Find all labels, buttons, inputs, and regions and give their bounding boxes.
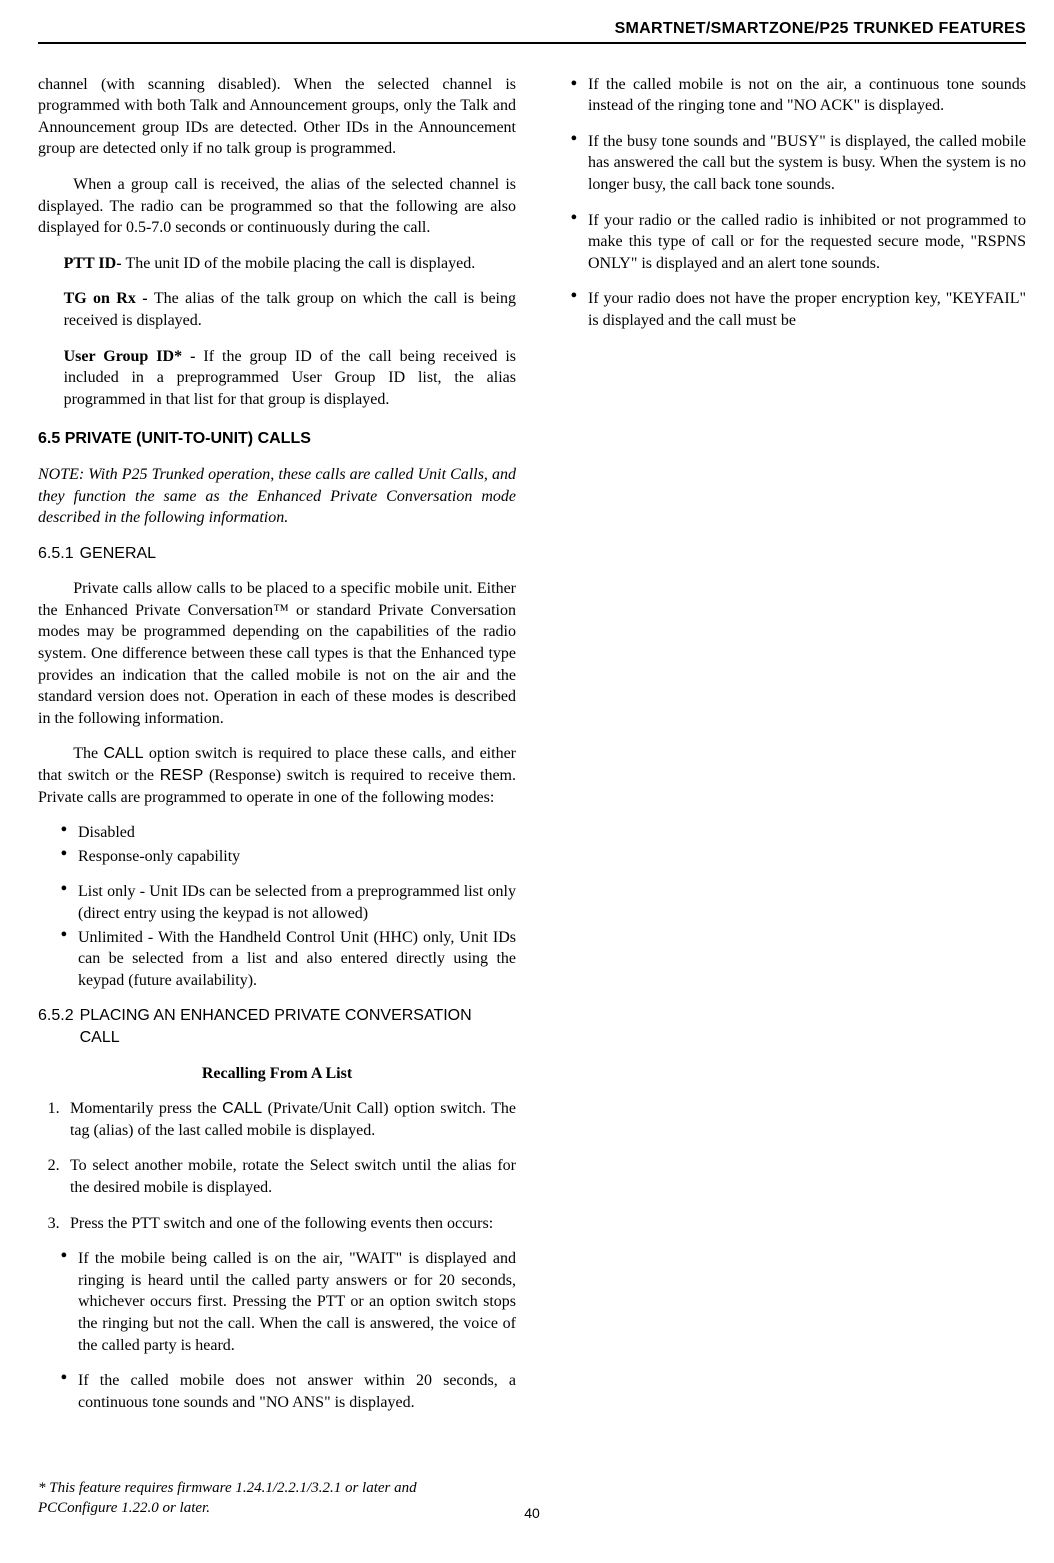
page-header: SMARTNET/SMARTZONE/P25 TRUNKED FEATURES	[38, 18, 1026, 40]
header-rule	[38, 42, 1026, 44]
step-item: To select another mobile, rotate the Sel…	[64, 1155, 516, 1198]
list-item: If your radio or the called radio is inh…	[570, 210, 1026, 275]
section-number: 6.5.1	[38, 543, 80, 565]
definition-item: TG on Rx - The alias of the talk group o…	[38, 288, 516, 331]
section-title: GENERAL	[80, 545, 156, 562]
list-item: Response-only capability	[60, 846, 516, 868]
definition-term: PTT ID-	[64, 255, 126, 272]
list-item: Disabled	[60, 822, 516, 844]
note-paragraph: NOTE: With P25 Trunked operation, these …	[38, 464, 516, 529]
list-item: If the called mobile is not on the air, …	[570, 74, 1026, 117]
list-item: If the mobile being called is on the air…	[60, 1248, 516, 1356]
body-columns: channel (with scanning disabled). When t…	[38, 74, 1026, 1454]
modes-list-continued: List only - Unit IDs can be selected fro…	[38, 881, 516, 991]
definition-term: User Group ID* -	[64, 348, 204, 365]
ui-label-resp: RESP	[160, 767, 204, 784]
list-item: If the busy tone sounds and "BUSY" is di…	[570, 131, 1026, 196]
list-item: Unlimited - With the Handheld Control Un…	[60, 927, 516, 992]
header-title: SMARTNET/SMARTZONE/P25 TRUNKED FEATURES	[615, 18, 1026, 40]
body-para: Private calls allow calls to be placed t…	[38, 578, 516, 729]
list-item: List only - Unit IDs can be selected fro…	[60, 881, 516, 924]
section-heading-6-5-1: 6.5.1GENERAL	[38, 543, 516, 565]
procedure-steps: Momentarily press the CALL (Private/Unit…	[38, 1098, 516, 1234]
subheading-recalling: Recalling From A List	[38, 1063, 516, 1085]
section-title: PLACING AN ENHANCED PRIVATE CONVERSATION…	[80, 1007, 472, 1046]
section-heading-6-5: 6.5 PRIVATE (UNIT-TO-UNIT) CALLS	[38, 428, 516, 450]
definition-item: User Group ID* - If the group ID of the …	[38, 346, 516, 411]
definition-term: TG on Rx -	[64, 290, 154, 307]
ui-label-call: CALL	[222, 1100, 262, 1117]
step-item: Momentarily press the CALL (Private/Unit…	[64, 1098, 516, 1141]
ui-label-call: CALL	[103, 745, 143, 762]
section-number: 6.5.2	[38, 1005, 80, 1027]
definition-item: PTT ID- The unit ID of the mobile placin…	[38, 253, 516, 275]
body-para: The CALL option switch is required to pl…	[38, 743, 516, 808]
modes-list: Disabled Response-only capability	[38, 822, 516, 867]
body-para: channel (with scanning disabled). When t…	[38, 74, 516, 160]
section-heading-6-5-2: 6.5.2PLACING AN ENHANCED PRIVATE CONVERS…	[38, 1005, 516, 1048]
list-item: If the called mobile does not answer wit…	[60, 1370, 516, 1413]
text-run: Momentarily press the	[70, 1100, 222, 1117]
definition-text: The unit ID of the mobile placing the ca…	[126, 255, 476, 272]
step-item: Press the PTT switch and one of the foll…	[64, 1213, 516, 1235]
text-run: The	[73, 745, 103, 762]
list-item: If your radio does not have the proper e…	[570, 288, 1026, 331]
body-para: When a group call is received, the alias…	[38, 174, 516, 239]
